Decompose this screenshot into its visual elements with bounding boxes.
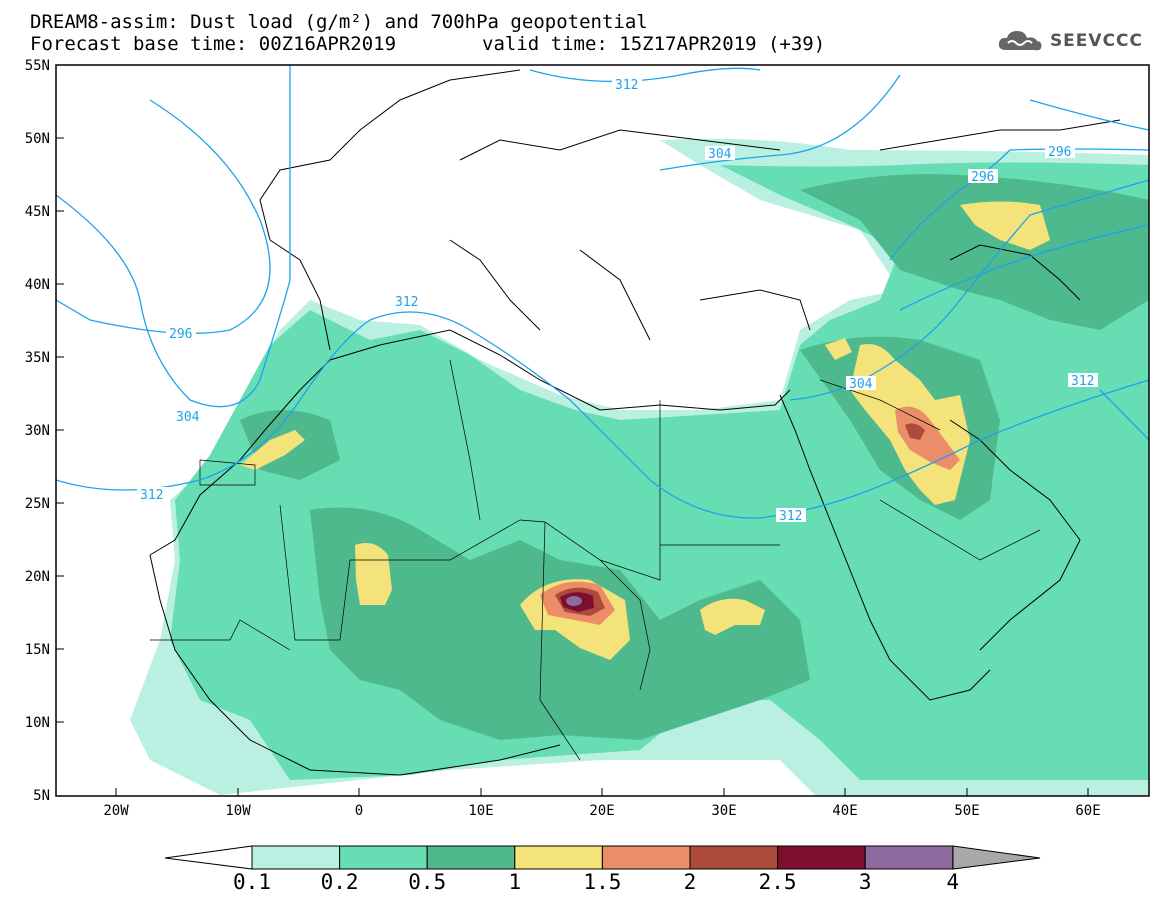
contour-label: 296 [1048,145,1071,160]
lon-labels: 20W 10W 0 10E 20E 30E 40E 50E 60E [103,803,1100,819]
contour-label: 312 [140,488,163,503]
contour-label: 312 [779,509,802,524]
colorbar-cells [251,845,954,870]
lon-label: 60E [1075,803,1100,819]
colorbar [164,845,1041,870]
lat-label: 5N [33,788,50,804]
contour-label: 304 [708,147,732,162]
colorbar-cell [251,845,341,870]
contour-label: 304 [176,410,200,425]
country-borders [150,359,1041,761]
lon-label: 10W [225,803,251,819]
seevccc-logo: SEEVCCC [996,28,1143,54]
colorbar-high-arrow [952,845,1041,870]
cloud-logo-icon [998,31,1042,51]
lon-label: 0 [355,803,363,819]
lon-label: 20E [589,803,614,819]
contour-label: 312 [1071,374,1094,389]
colorbar-label: 0.5 [408,870,447,894]
lat-label: 55N [25,58,50,74]
lat-label: 20N [25,569,50,585]
geopotential-contours [56,65,1149,519]
colorbar-label: 2 [683,870,697,894]
lat-label: 45N [25,204,50,220]
lon-label: 10E [468,803,493,819]
contour-labels: 312 304 296 296 296 312 304 304 312 312 … [137,77,1098,524]
lat-label: 25N [25,496,50,512]
dust-shade-purple [566,596,582,606]
colorbar-cell [777,845,866,870]
colorbar-label: 0.1 [233,870,271,894]
lon-label: 30E [711,803,736,819]
contour-label: 312 [615,78,638,93]
lat-labels: 55N 50N 45N 40N 35N 30N 25N 20N 15N 10N … [25,58,50,804]
lat-label: 10N [25,715,50,731]
logo-text: SEEVCCC [1049,31,1143,51]
contour-label: 312 [395,295,418,310]
dust-field: 312 304 296 296 296 312 304 304 312 312 … [56,65,1149,796]
colorbar-cell [339,845,428,870]
lat-label: 50N [25,131,50,147]
lat-label: 35N [25,350,50,366]
colorbar-label: 1 [508,870,522,894]
title-line-1: DREAM8-assim: Dust load (g/m²) and 700hP… [30,11,648,33]
colorbar-cell [426,845,516,870]
colorbar-label: 4 [946,870,960,894]
colorbar-label: 0.2 [320,870,359,894]
lon-label: 20W [103,803,129,819]
colorbar-cell [514,845,603,870]
contour-label: 296 [169,327,192,342]
colorbar-low-arrow [164,845,253,870]
coastlines [149,69,1121,776]
title-line-2: Forecast base time: 00Z16APR2019 [30,33,397,55]
axis-ticks [56,64,1089,796]
colorbar-label: 2.5 [758,870,797,894]
contour-label: 296 [971,170,994,185]
contour-label: 304 [849,377,873,392]
title-valid-time: valid time: 15Z17APR2019 (+39) [482,33,826,55]
lat-label: 30N [25,423,50,439]
lat-label: 40N [25,277,50,293]
lat-label: 15N [25,642,50,658]
colorbar-label: 1.5 [583,870,622,894]
colorbar-cell [689,845,779,870]
colorbar-cell [864,845,954,870]
colorbar-cell [601,845,691,870]
lon-label: 50E [954,803,979,819]
colorbar-label: 3 [858,870,872,894]
lon-label: 40E [832,803,857,819]
